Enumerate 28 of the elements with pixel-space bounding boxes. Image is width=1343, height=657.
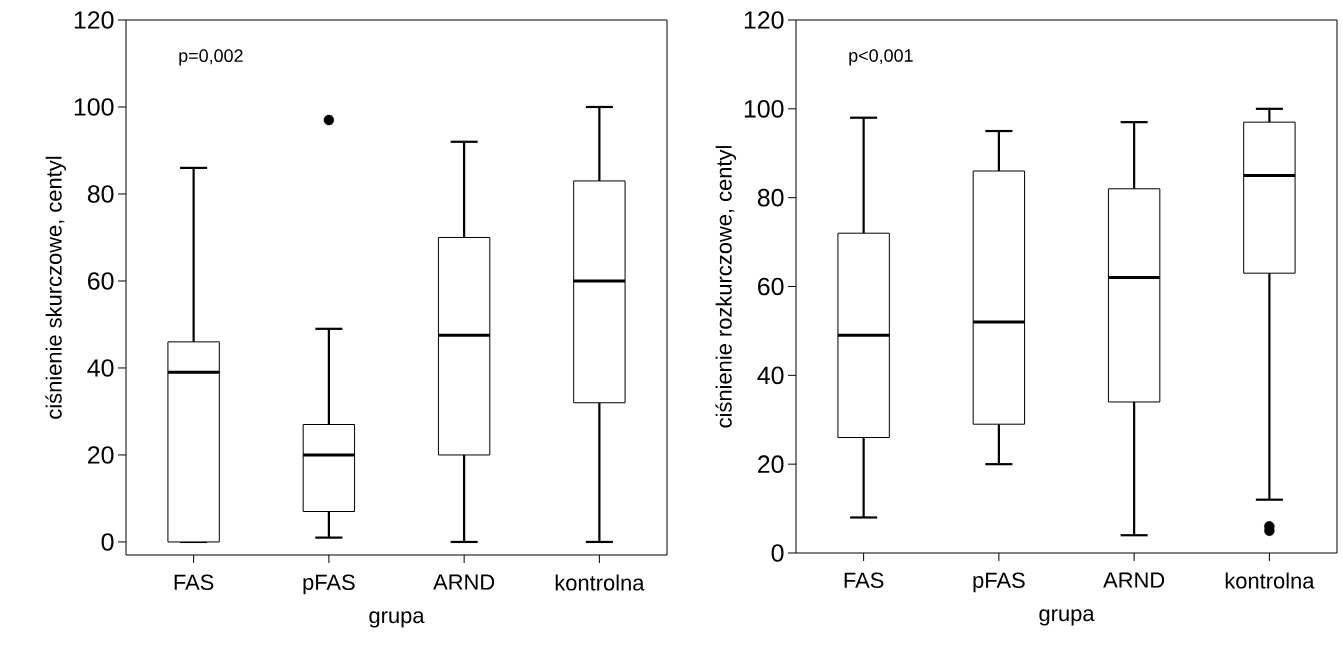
- x-axis-title: grupa: [1039, 609, 1095, 626]
- x-tick-label: kontrolna: [1225, 572, 1315, 589]
- x-tick-label: ARND: [433, 574, 495, 590]
- x-tick-label: FAS: [174, 574, 214, 591]
- y-tick-label: 0: [101, 533, 114, 551]
- y-tick-label: 60: [758, 277, 784, 296]
- y-axis-title: ciśnienie skurczowe, centyl: [45, 156, 67, 419]
- x-tick-label: pFAS: [973, 572, 1025, 593]
- y-tick-label: 120: [74, 11, 114, 29]
- y-tick-label: 60: [88, 272, 114, 290]
- y-tick-label: 0: [771, 544, 784, 562]
- y-tick-label: 80: [757, 188, 784, 207]
- x-tick-label: kontrolna: [555, 574, 645, 591]
- annotation: p<0,001: [849, 49, 913, 66]
- y-tick-label: 20: [758, 455, 784, 473]
- x-tick-label: FAS: [844, 572, 884, 589]
- annotation: p=0,002: [179, 49, 243, 66]
- y-tick-label: 80: [87, 185, 114, 203]
- y-axis-title: ciśnienie rozkurczowe, centyl: [715, 146, 737, 428]
- y-tick-label: 40: [87, 359, 114, 377]
- y-tick-label: 120: [744, 11, 784, 29]
- y-tick-label: 100: [744, 100, 784, 118]
- y-tick-label: 40: [757, 366, 784, 385]
- y-tick-label: 20: [88, 446, 114, 464]
- x-tick-label: ARND: [1103, 572, 1165, 588]
- x-axis-title: grupa: [369, 611, 425, 628]
- x-tick-label: pFAS: [303, 574, 355, 595]
- y-tick-label: 100: [74, 98, 114, 116]
